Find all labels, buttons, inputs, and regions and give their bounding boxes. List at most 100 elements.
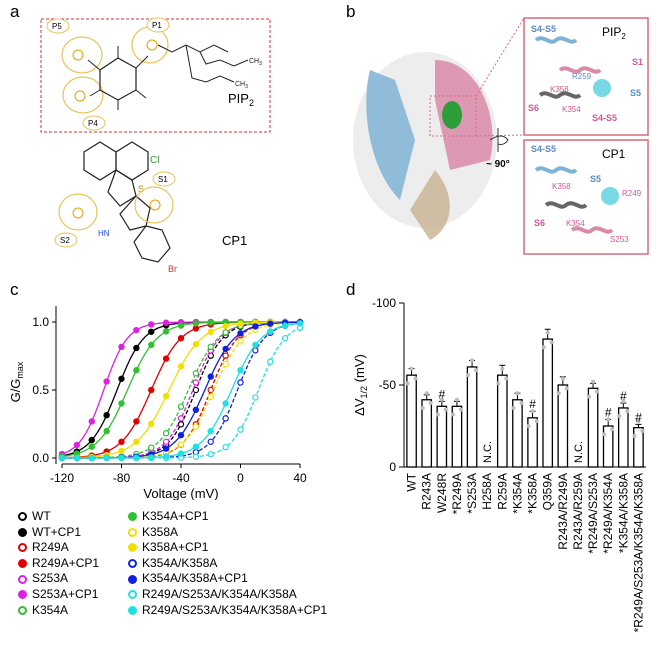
legend-label: R249A/S253A/K354A/K358A+CP1 xyxy=(142,602,328,617)
category-label: *R249A/K354A xyxy=(601,473,615,554)
category-label: R243A xyxy=(420,473,434,510)
replicate-point xyxy=(595,389,600,394)
data-point-K354A/K358A+CP1 xyxy=(252,323,259,330)
category-label: *K354A xyxy=(510,473,524,514)
replicate-point xyxy=(504,376,509,381)
legend-label: R249A xyxy=(32,540,69,555)
data-point-K358A+CP1 xyxy=(207,328,214,336)
data-point-R249A/S253A/K354A/K358A+CP1 xyxy=(296,320,304,327)
x-tick-label: -120 xyxy=(50,471,74,485)
replicate-point xyxy=(420,405,425,410)
replicate-point xyxy=(545,330,550,335)
rotation-label: ~ 90° xyxy=(486,159,510,170)
category-label: *R249A/S253A xyxy=(586,473,600,554)
legend-label: K354A xyxy=(32,602,69,617)
cp1-inset-title: CP1 xyxy=(602,147,626,161)
data-point-R249A/S253A/K354A/K358A xyxy=(267,358,274,365)
bar-Q359A xyxy=(542,338,554,468)
rotate-icon xyxy=(489,135,509,145)
data-point-R249A/S253A/K354A/K358A xyxy=(192,453,200,460)
data-point-R249A/S253A/K354A/K358A+CP1 xyxy=(103,454,110,462)
data-point-R249A/S253A/K354A/K358A xyxy=(237,426,244,433)
data-point-R249A+CP1 xyxy=(148,386,155,394)
replicate-point xyxy=(636,419,641,424)
blue-subunit xyxy=(366,70,415,200)
replicate-point xyxy=(409,366,414,371)
replicate-point xyxy=(424,391,429,396)
data-point-R249A/S253A/K354A/K358A+CP1 xyxy=(73,454,81,462)
cp1-thiophene xyxy=(107,169,137,207)
fit-curve-R249A/S253A/K354A/K358A xyxy=(62,327,301,459)
replicate-point xyxy=(587,394,592,399)
replicate-point xyxy=(428,401,433,406)
data-point-K354A xyxy=(222,329,229,336)
data-point-K358A xyxy=(237,338,244,345)
x-tick-label: -80 xyxy=(113,471,131,485)
legend-item: R249A xyxy=(18,540,99,556)
data-point-WT+CP1 xyxy=(148,328,155,335)
pip2-inset-s5: S5 xyxy=(630,88,641,98)
legend-marker xyxy=(128,512,137,522)
legend-item: S253A xyxy=(18,571,99,587)
data-point-R249A/S253A/K354A/K358A+CP1 xyxy=(281,322,289,329)
data-point-R249A/S253A/K354A/K358A+CP1 xyxy=(133,454,140,461)
replicate-point xyxy=(458,407,463,412)
bar-R259A xyxy=(496,374,508,468)
x-axis-label: Voltage (mV) xyxy=(143,486,218,500)
data-point-S253A+CP1 xyxy=(162,319,170,326)
data-point-R249A/S253A/K354A/K358A+CP1 xyxy=(58,454,66,462)
replicate-point xyxy=(606,417,611,422)
legend-item: R249A/S253A/K354A/K358A+CP1 xyxy=(128,603,327,619)
legend-item: K358A xyxy=(128,525,327,541)
s1-tag xyxy=(152,171,176,187)
pip2-inset-s4s5-top: S4-S5 xyxy=(531,24,556,34)
ch3-top: CH3 xyxy=(249,58,262,67)
cp1-inset-s253: S253 xyxy=(610,235,629,244)
replicate-point xyxy=(632,433,637,438)
panel-a-structures: P5 P1 P4 CH3 CH3 PIP2 Cl S HN Br S1 S2 C… xyxy=(40,17,271,274)
data-point-R249A/S253A/K354A/K358A+CP1 xyxy=(222,400,229,407)
data-point-R249A/S253A/K354A/K358A+CP1 xyxy=(148,454,155,461)
data-point-R249A/S253A/K354A/K358A+CP1 xyxy=(118,454,125,462)
data-point-K354A/K358A xyxy=(252,347,259,354)
data-point-WT+CP1 xyxy=(103,411,110,419)
legend-marker xyxy=(18,527,27,537)
bar-*S253A xyxy=(466,366,478,468)
legend-marker xyxy=(18,590,27,600)
legend-label: K358A xyxy=(142,524,179,539)
s2-tag xyxy=(54,232,78,248)
p1-tag xyxy=(146,17,170,33)
data-point-R249A xyxy=(207,386,214,394)
bar-R243A xyxy=(421,399,433,468)
cp1-label: CP1 xyxy=(222,233,247,248)
pip2-inset-r259: R259 xyxy=(572,72,592,81)
x-tick-label: 40 xyxy=(293,471,307,485)
p4-tag xyxy=(82,115,106,131)
panel-letter-c: c xyxy=(10,280,19,299)
s1-label: S1 xyxy=(158,175,168,184)
significance-mark: # xyxy=(605,405,612,419)
replicate-point xyxy=(640,428,645,433)
category-label: WT xyxy=(405,472,419,491)
data-point-K354A+CP1 xyxy=(177,322,185,329)
data-point-K354A xyxy=(207,343,214,351)
data-point-R249A/S253A/K354A/K358A+CP1 xyxy=(162,453,170,460)
legend-label: K354A/K358A xyxy=(142,555,218,570)
data-point-K358A+CP1 xyxy=(118,447,125,455)
data-point-K354A/K358A+CP1 xyxy=(177,431,185,439)
legend-label: S253A xyxy=(32,571,69,586)
significance-mark: # xyxy=(620,389,627,403)
y-tick-label: -50 xyxy=(379,378,397,392)
data-point-K358A xyxy=(222,360,229,368)
replicate-point xyxy=(556,391,561,396)
y-tick-label: 0 xyxy=(389,460,396,474)
replicate-point xyxy=(466,373,471,378)
cp1-inset-r249: R249 xyxy=(622,189,642,198)
data-point-K358A+CP1 xyxy=(222,322,229,330)
cp1-inset xyxy=(523,139,649,255)
replicate-point xyxy=(435,412,440,417)
cp1-inset-k358: K358 xyxy=(552,182,571,191)
replicate-point xyxy=(549,340,554,345)
replicate-point xyxy=(560,376,565,381)
inositol-ring xyxy=(99,57,137,101)
